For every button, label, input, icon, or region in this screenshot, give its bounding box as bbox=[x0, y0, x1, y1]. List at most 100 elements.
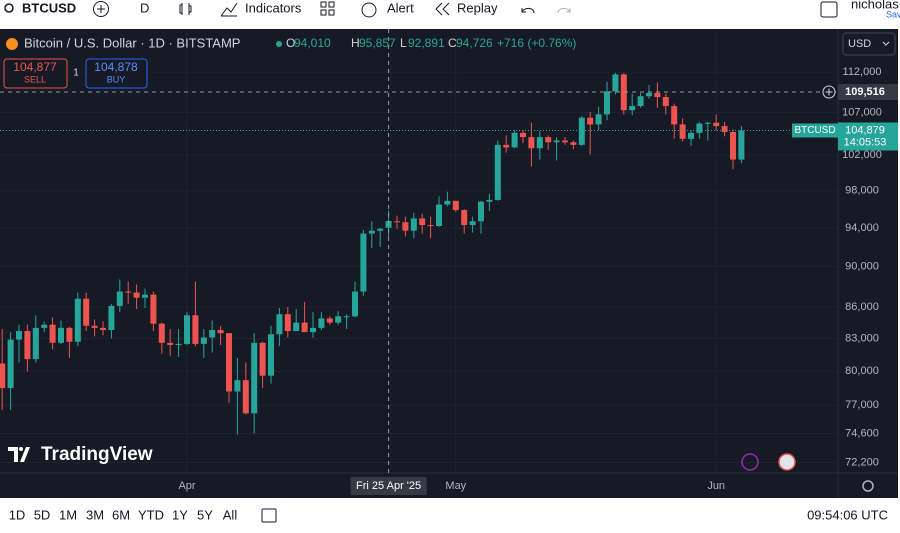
candle-body bbox=[125, 291, 132, 293]
alert-icon[interactable] bbox=[361, 2, 377, 18]
fullscreen-icon[interactable] bbox=[820, 1, 838, 18]
y-tick-label: 77,000 bbox=[845, 399, 879, 411]
ohlc-key: L bbox=[400, 36, 407, 50]
candle-body bbox=[478, 201, 484, 222]
candle-body bbox=[24, 331, 31, 360]
candle-body bbox=[7, 339, 14, 389]
symbol-tag bbox=[792, 123, 838, 138]
candle-body bbox=[142, 294, 148, 298]
candle-body bbox=[41, 324, 48, 328]
ohlc-key: C bbox=[448, 36, 457, 50]
ohlc-value: 92,891 bbox=[408, 36, 445, 50]
settings-icon[interactable] bbox=[862, 480, 874, 492]
last-price-label: 104,879 bbox=[845, 124, 885, 136]
range-button[interactable]: All bbox=[223, 507, 238, 522]
search-icon[interactable] bbox=[4, 3, 14, 13]
crosshair-price-label: 109,516 bbox=[845, 86, 885, 98]
candle-body bbox=[545, 137, 552, 143]
range-button[interactable]: 1M bbox=[59, 507, 77, 522]
market-status-dot bbox=[276, 41, 282, 47]
candle-body bbox=[66, 327, 73, 342]
candle-body bbox=[360, 233, 367, 292]
interval-button[interactable]: D bbox=[140, 0, 149, 15]
candle-body bbox=[469, 221, 476, 226]
y-tick-label: 102,000 bbox=[842, 149, 882, 161]
indicators-icon[interactable] bbox=[220, 2, 238, 17]
symbol-tag-label: BTCUSD bbox=[794, 125, 835, 136]
candle-body bbox=[679, 124, 686, 139]
ohlc-value: 95,857 bbox=[359, 36, 396, 50]
candle-body bbox=[713, 122, 720, 127]
compare-icon[interactable] bbox=[93, 1, 109, 17]
candle-body bbox=[662, 97, 669, 107]
currency-select[interactable] bbox=[842, 32, 896, 56]
candle-body bbox=[570, 142, 577, 145]
candle-body bbox=[377, 228, 384, 231]
candle-body bbox=[511, 132, 518, 148]
candle-body bbox=[74, 298, 81, 342]
x-tick-label: May bbox=[445, 480, 466, 492]
range-button[interactable]: 3M bbox=[86, 507, 104, 522]
candle-body bbox=[49, 324, 56, 343]
range-button[interactable]: 5D bbox=[34, 507, 51, 522]
currency-caret bbox=[882, 41, 890, 46]
candle-body bbox=[368, 230, 375, 234]
chart-type-icon[interactable] bbox=[179, 3, 192, 15]
candle-body bbox=[629, 106, 636, 111]
candle-body bbox=[738, 130, 745, 160]
candle-body bbox=[167, 342, 174, 345]
events-icon[interactable] bbox=[741, 453, 759, 471]
range-button[interactable]: 1D bbox=[9, 507, 26, 522]
ohlc-value: 94,726 bbox=[456, 36, 493, 50]
ohlc-key: H bbox=[351, 36, 360, 50]
range-button[interactable]: 5Y bbox=[197, 507, 213, 522]
symbol-button[interactable]: BTCUSD bbox=[22, 0, 76, 15]
crosshair-date-box bbox=[350, 477, 427, 495]
candle-body bbox=[436, 204, 442, 226]
date-range-icon[interactable] bbox=[261, 508, 277, 523]
undo-icon[interactable] bbox=[521, 7, 535, 14]
y-tick-label: 112,000 bbox=[843, 66, 882, 78]
replay-icon[interactable] bbox=[435, 2, 450, 16]
y-tick-label: 72,200 bbox=[845, 456, 879, 468]
candle-body bbox=[410, 218, 417, 231]
alert-button[interactable]: Alert bbox=[387, 0, 414, 15]
candle-body bbox=[587, 117, 594, 125]
range-button[interactable]: 1Y bbox=[172, 507, 188, 522]
candle-body bbox=[242, 380, 249, 414]
user-name[interactable]: nicholas bbox=[851, 0, 899, 11]
candle-body bbox=[452, 200, 459, 211]
candle-body bbox=[158, 323, 165, 343]
candle-body bbox=[553, 140, 560, 143]
candle-body bbox=[578, 117, 585, 145]
candle-body bbox=[646, 92, 652, 97]
candle-body bbox=[32, 327, 39, 360]
candle-body bbox=[293, 322, 300, 332]
buy-button[interactable] bbox=[85, 58, 148, 89]
redo-icon[interactable] bbox=[557, 7, 571, 14]
y-tick-label: 74,600 bbox=[845, 427, 879, 439]
candle-body bbox=[704, 122, 711, 124]
y-tick-label: 98,000 bbox=[845, 185, 879, 197]
tradingview-logo: TradingView bbox=[8, 444, 153, 465]
sell-button[interactable] bbox=[3, 58, 68, 89]
indicators-button[interactable]: Indicators bbox=[245, 0, 302, 15]
save-link[interactable]: Sav bbox=[886, 9, 900, 19]
candle-body bbox=[595, 114, 602, 125]
range-button[interactable]: YTD bbox=[138, 507, 164, 522]
y-tick-label: 94,000 bbox=[845, 222, 879, 234]
layout-icon[interactable] bbox=[320, 1, 335, 16]
economic-events-icon[interactable] bbox=[778, 453, 796, 471]
legend-title: Bitcoin / U.S. Dollar · 1D · BITSTAMP bbox=[24, 35, 240, 50]
candle-body bbox=[268, 334, 274, 376]
replay-button[interactable]: Replay bbox=[457, 0, 498, 15]
range-button[interactable]: 6M bbox=[112, 507, 130, 522]
candle-body bbox=[620, 74, 627, 111]
x-tick-label: Jun bbox=[707, 480, 725, 492]
currency-label: USD bbox=[848, 38, 871, 50]
logo-mark bbox=[8, 447, 30, 462]
candle-body bbox=[335, 316, 342, 323]
candle-body bbox=[721, 126, 728, 133]
chart-panel bbox=[0, 29, 898, 498]
